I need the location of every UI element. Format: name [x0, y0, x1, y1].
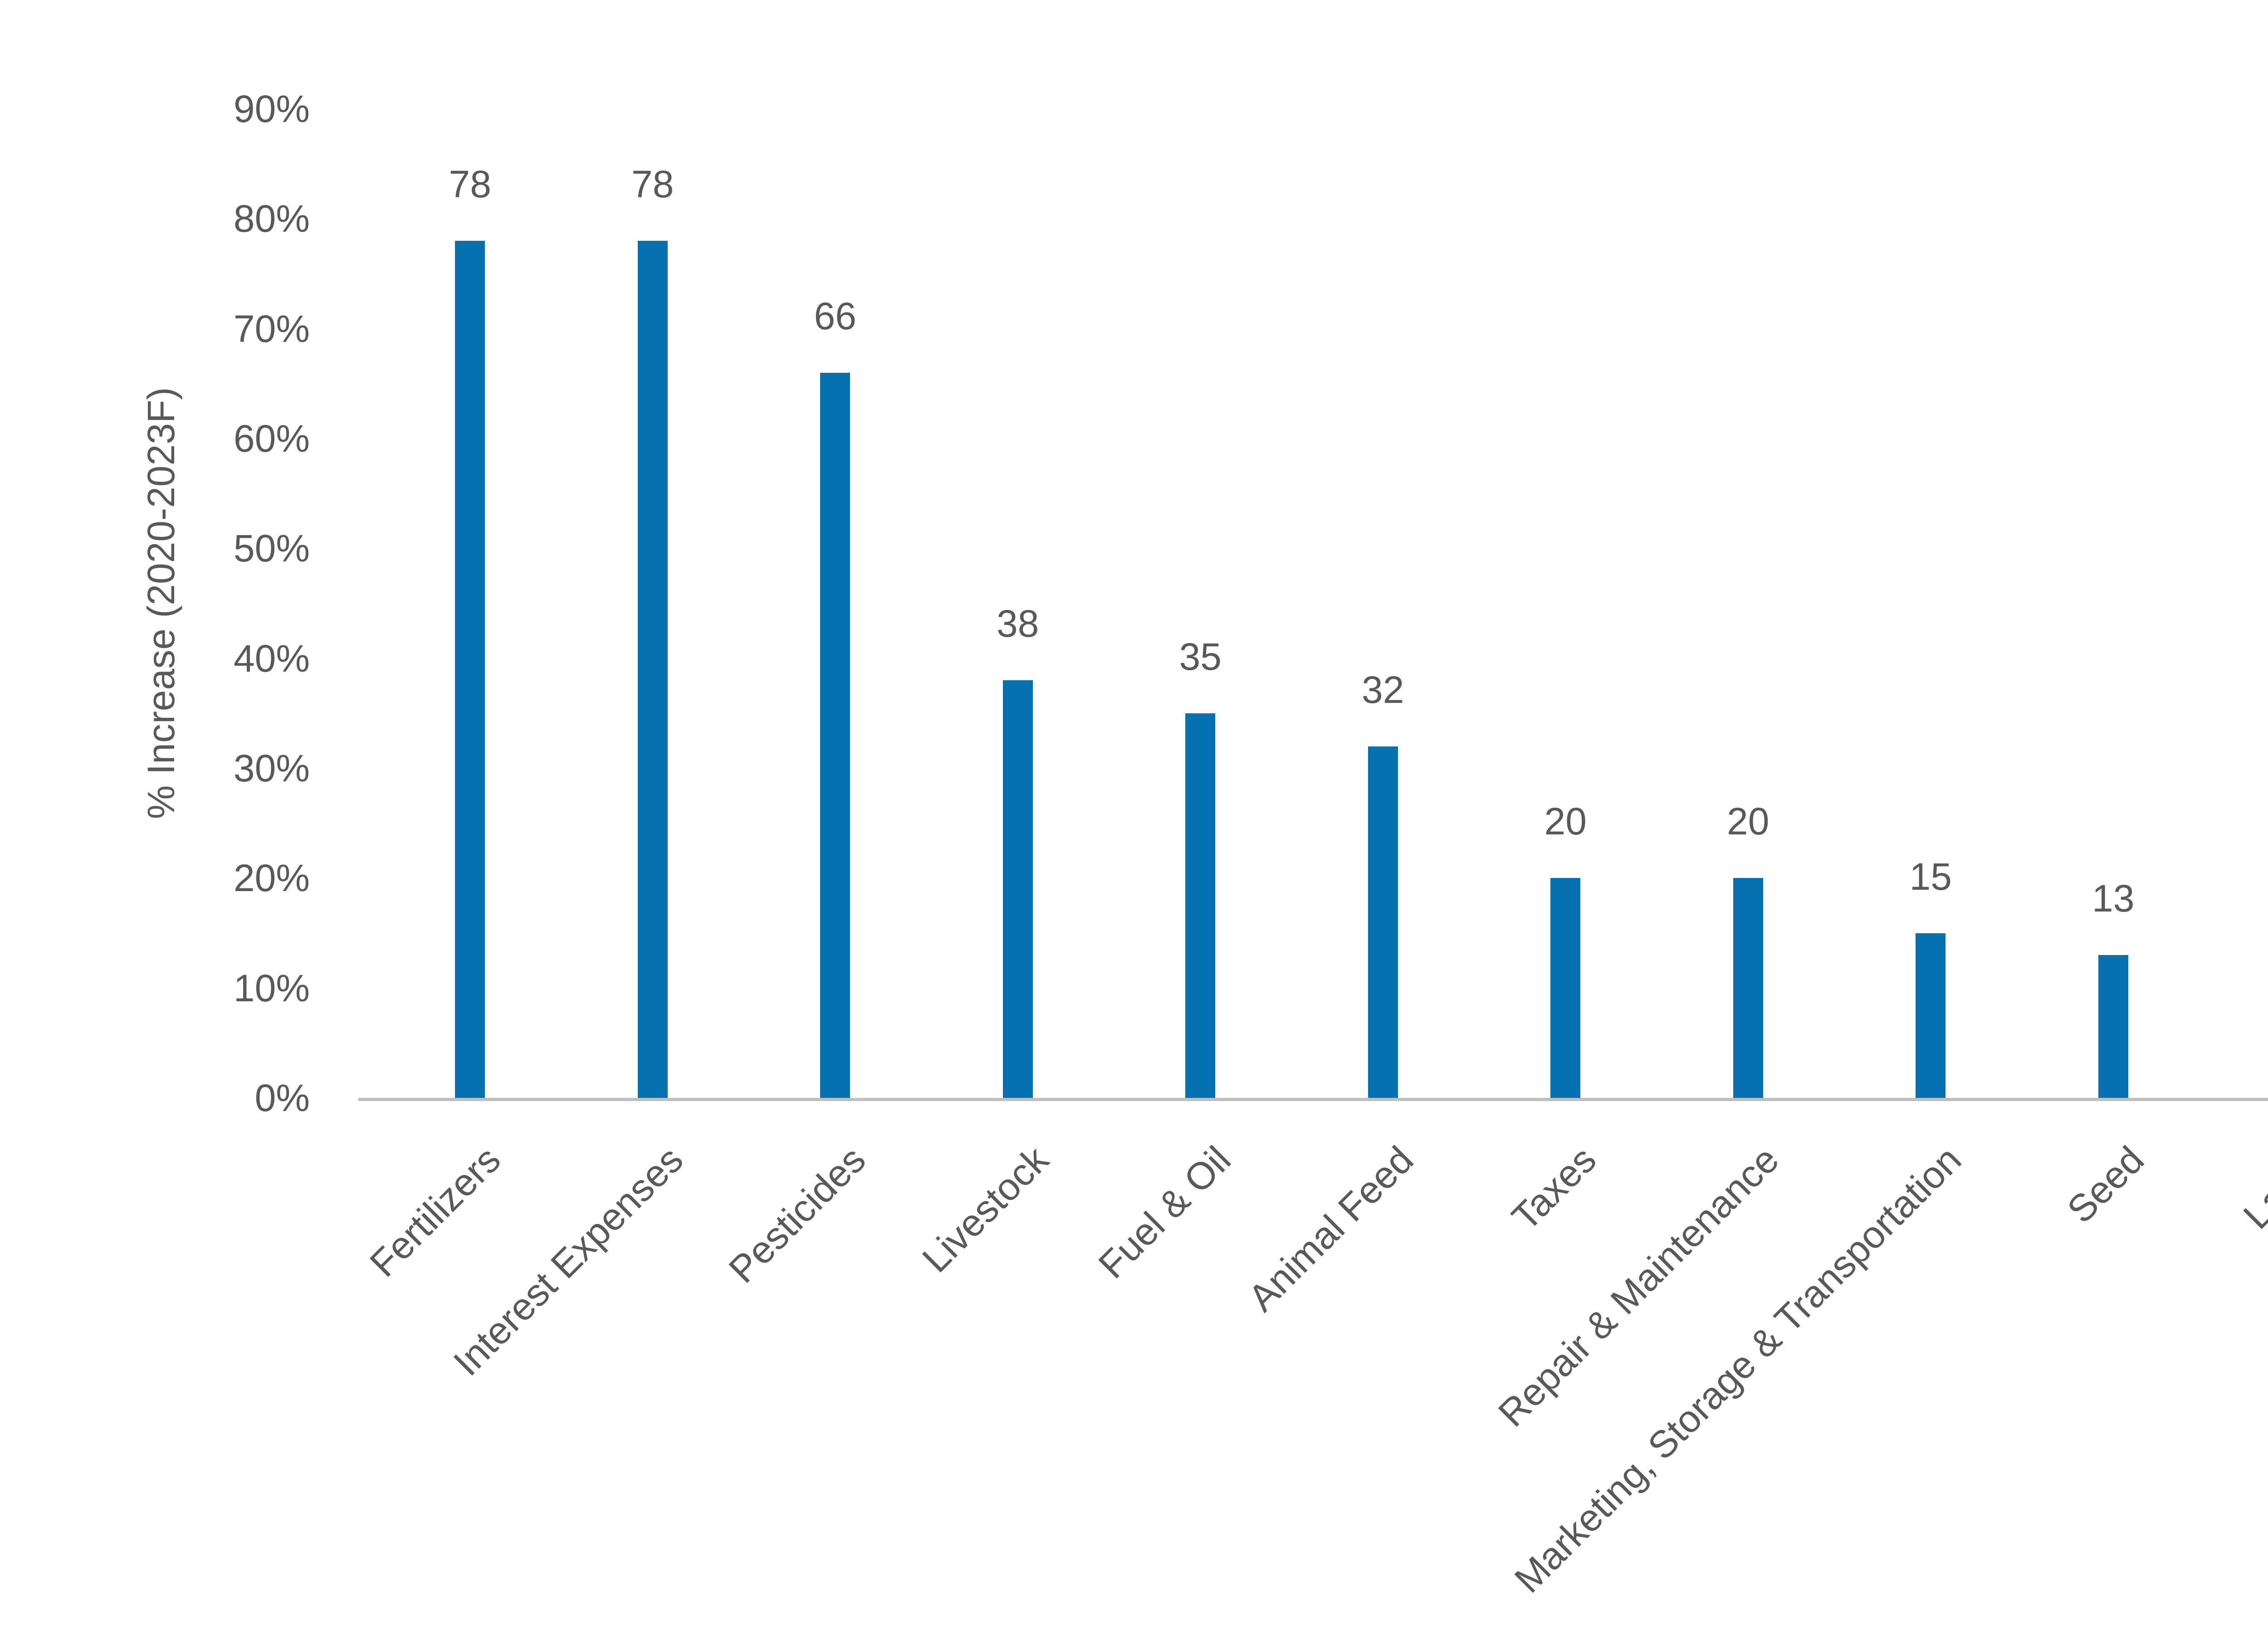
category-label: Pesticides — [721, 1138, 874, 1291]
bar — [637, 240, 668, 1098]
y-axis-tick-label: 0% — [254, 1077, 310, 1119]
y-axis-tick-label: 40% — [233, 637, 310, 680]
bar — [2098, 955, 2128, 1098]
bar-value-label: 20 — [1727, 800, 1769, 843]
y-axis-tick-label: 10% — [233, 966, 310, 1009]
y-axis-tick-label: 80% — [233, 197, 310, 240]
bar-value-label: 15 — [1909, 855, 1952, 898]
bar — [1916, 933, 1946, 1098]
category-label: Livestock — [914, 1138, 1056, 1281]
y-axis-tick-label: 20% — [233, 857, 310, 900]
y-axis-tick-label: 60% — [233, 417, 310, 460]
category-label: Labor — [2235, 1138, 2268, 1237]
category-label: Fuel & Oil — [1090, 1138, 1239, 1287]
category-label: Taxes — [1503, 1138, 1604, 1239]
category-label: Fertilizers — [362, 1138, 509, 1285]
y-axis-tick-label: 70% — [233, 307, 310, 350]
bar-value-label: 35 — [1179, 635, 1222, 678]
bar-value-label: 20 — [1544, 800, 1587, 843]
bar — [820, 372, 850, 1098]
bar-value-label: 32 — [1362, 668, 1404, 711]
category-label: Animal Feed — [1240, 1138, 1422, 1320]
category-label: Seed — [2058, 1138, 2152, 1231]
bar-value-label: 12 — [2205, 887, 2268, 932]
bar — [1733, 878, 1763, 1098]
bar-value-label: 13 — [2092, 877, 2135, 920]
bar-value-label: 38 — [997, 602, 1039, 645]
y-axis-tick-label: 50% — [233, 527, 310, 570]
y-axis-tick-label: 90% — [233, 88, 310, 130]
x-axis-line — [358, 1098, 2268, 1101]
bar — [1368, 746, 1398, 1098]
bar — [1002, 680, 1033, 1098]
y-axis-title: % Increase (2020-2023F) — [140, 387, 182, 819]
bar — [1185, 713, 1216, 1098]
bar-value-label: 78 — [449, 162, 491, 205]
y-axis-tick-label: 30% — [233, 747, 310, 790]
bar — [1550, 878, 1581, 1098]
bar-value-label: 78 — [631, 162, 674, 205]
bar — [455, 240, 485, 1098]
bar-value-label: 66 — [814, 294, 856, 337]
